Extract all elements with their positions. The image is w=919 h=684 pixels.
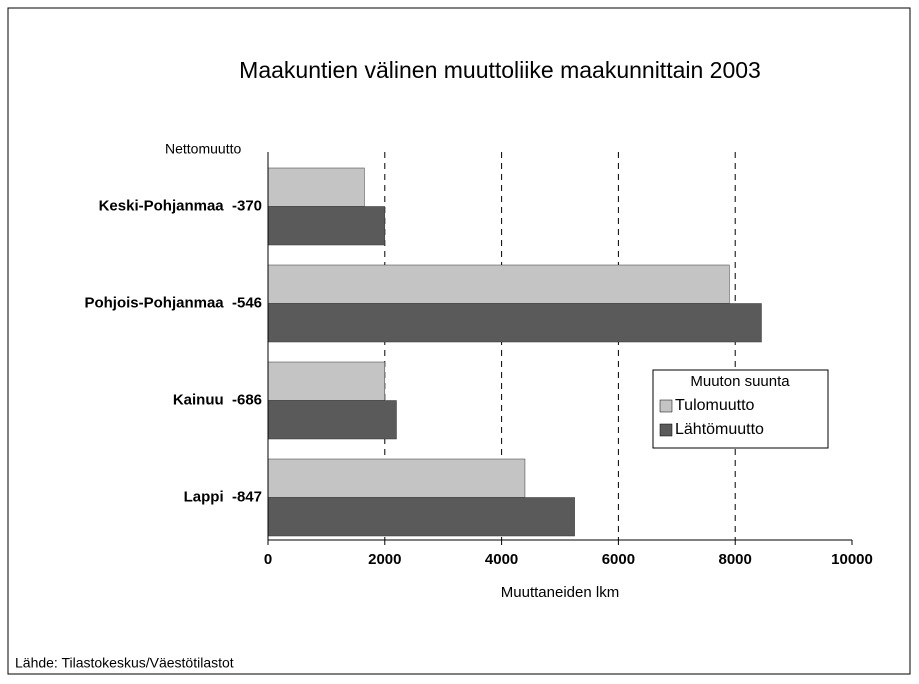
source: Lähde: Tilastokeskus/Väestötilastot <box>15 655 234 671</box>
frame <box>7 7 911 675</box>
legend-label: Tulomuutto <box>675 397 755 414</box>
bar <box>267 458 526 498</box>
legend-swatch <box>659 399 673 413</box>
bar <box>267 167 365 207</box>
y-tick-label: Pohjois-Pohjanmaa -546 <box>84 294 262 311</box>
x-tick-label: 0 <box>264 551 272 568</box>
y-tick-label: Kainuu -686 <box>173 391 262 408</box>
bar <box>267 264 730 304</box>
legend-label: Lähtömuutto <box>675 421 764 438</box>
x-axis-label: Muuttaneiden lkm <box>501 584 619 601</box>
legend-swatch <box>659 423 673 437</box>
bar <box>267 497 575 537</box>
y-tick-label: Lappi -847 <box>184 488 262 505</box>
bar <box>267 303 762 343</box>
legend-box <box>652 369 829 449</box>
bar <box>267 400 397 440</box>
x-tick-label: 2000 <box>368 551 401 568</box>
x-tick-label: 4000 <box>485 551 518 568</box>
bar <box>267 206 386 246</box>
chart-title: Maakuntien välinen muuttoliike maakunnit… <box>239 57 761 83</box>
y-tick-label: Keski-Pohjanmaa -370 <box>99 197 262 214</box>
bar <box>267 361 386 401</box>
category-header: Nettomuutto <box>165 141 241 157</box>
legend-title: Muuton suunta <box>690 373 790 390</box>
x-tick-label: 6000 <box>602 551 635 568</box>
x-tick-label: 10000 <box>831 551 873 568</box>
x-tick-label: 8000 <box>719 551 752 568</box>
